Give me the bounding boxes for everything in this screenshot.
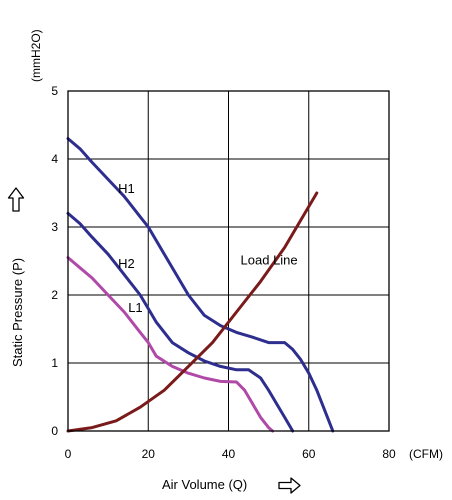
arrow-up-icon: [7, 187, 25, 212]
x-tick-label: 60: [302, 447, 316, 461]
y-tick-label: 0: [51, 424, 58, 438]
y-axis-title: Static Pressure (P): [10, 258, 25, 367]
series-curves: [66, 137, 335, 433]
y-axis-arrow-icon: [7, 187, 25, 212]
curve-label: H2: [118, 256, 135, 271]
series-line-load-line: [66, 191, 319, 433]
y-tick-label: 3: [51, 220, 58, 234]
x-tick-label: 40: [222, 447, 236, 461]
x-axis-title: Air Volume (Q): [162, 477, 247, 492]
x-tick-label: 20: [142, 447, 156, 461]
x-axis-arrow-icon: [278, 477, 301, 494]
y-unit-label: (mmH2O): [29, 29, 43, 82]
x-tick-label: 0: [65, 447, 72, 461]
curve-label: L1: [128, 300, 142, 315]
plot-frame: [67, 90, 390, 432]
tick-labels: 0 20 40 60 80 0 1 2 3 4 5: [51, 84, 396, 461]
curve-label: Load Line: [241, 252, 298, 267]
x-tick-label: 80: [382, 447, 396, 461]
grid-lines: [67, 90, 390, 432]
series-line-l1: [66, 256, 275, 433]
y-tick-label: 5: [51, 84, 58, 98]
series-line-h2: [66, 211, 295, 433]
curve-label: H1: [118, 181, 135, 196]
y-tick-label: 1: [51, 356, 58, 370]
curve-labels: H1 H2 L1 Load Line: [118, 181, 298, 315]
arrow-right-icon: [278, 477, 301, 494]
y-tick-label: 4: [51, 152, 58, 166]
x-unit-label: (CFM): [409, 447, 443, 461]
series-line-h1: [66, 137, 335, 433]
y-tick-label: 2: [51, 288, 58, 302]
